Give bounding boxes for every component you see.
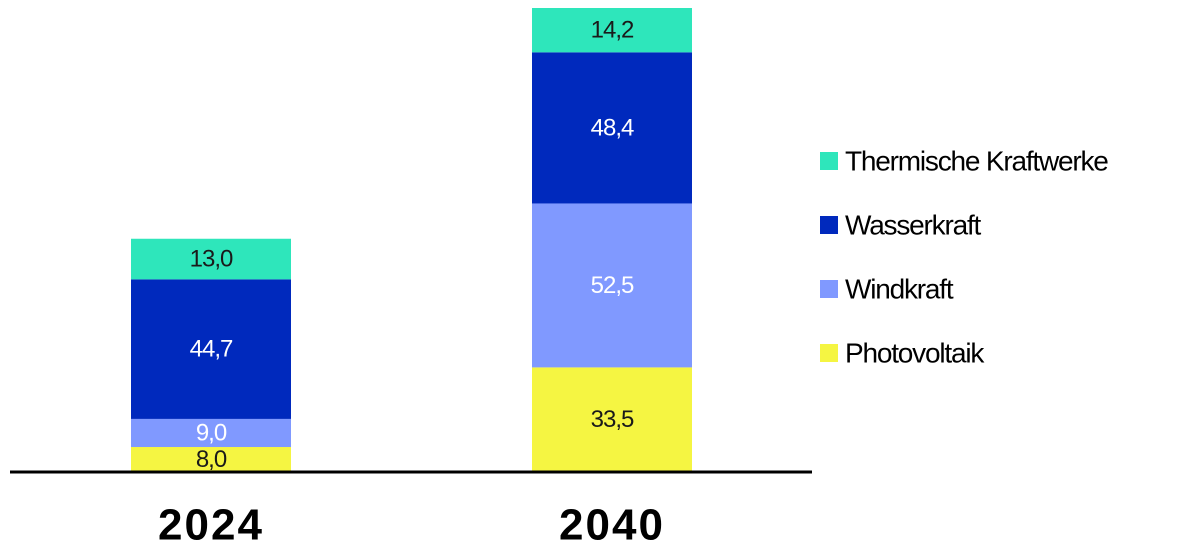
- bar-segment-thermische-kraftwerke-2040: [532, 8, 692, 53]
- bar-segment-photovoltaik-2024: [131, 447, 291, 472]
- bar-segment-windkraft-2040: [532, 203, 692, 368]
- data-label-windkraft-2040: 52,5: [591, 272, 634, 299]
- legend-item-thermische-kraftwerke: Thermische Kraftwerke: [820, 146, 1109, 177]
- data-label-wasserkraft-2040: 48,4: [591, 114, 634, 141]
- legend-item-photovoltaik: Photovoltaik: [820, 338, 987, 369]
- legend-item-windkraft: Windkraft: [820, 274, 955, 305]
- legend-swatch-thermische-kraftwerke: [820, 152, 838, 170]
- data-label-wasserkraft-2024: 44,7: [190, 336, 233, 363]
- bars-layer: [131, 8, 692, 472]
- bar-segment-wasserkraft-2040: [532, 52, 692, 204]
- legend-swatch-wasserkraft: [820, 216, 838, 234]
- legend-item-wasserkraft: Wasserkraft: [820, 210, 983, 241]
- legend: Thermische Kraftwerke Wasserkraft Windkraf…: [820, 146, 1109, 369]
- data-label-thermische-kraftwerke-2024: 13,0: [190, 246, 233, 273]
- x-tick-labels-layer: 2024 2040: [158, 501, 665, 550]
- legend-swatch-photovoltaik: [820, 344, 838, 362]
- legend-label-wasserkraft: Wasserkraft: [845, 210, 982, 241]
- data-label-thermische-kraftwerke-2040: 14,2: [591, 17, 634, 44]
- legend-label-photovoltaik: Photovoltaik: [845, 338, 985, 369]
- bar-segment-wasserkraft-2024: [131, 279, 291, 419]
- data-label-windkraft-2024: 9,0: [196, 419, 227, 446]
- x-tick-label-2024: 2024: [158, 501, 264, 549]
- legend-swatch-windkraft: [820, 280, 838, 298]
- bar-segment-thermische-kraftwerke-2024: [131, 238, 291, 280]
- value-labels-layer: 8,09,0 44,7 13,0 33,5 52,5 48,4 14,2: [190, 17, 635, 473]
- data-label-photovoltaik-2040: 33,5: [591, 406, 634, 433]
- legend-label-windkraft: Windkraft: [845, 274, 954, 305]
- bar-segment-photovoltaik-2040: [532, 367, 692, 472]
- legend-label-thermische-kraftwerke: Thermische Kraftwerke: [845, 146, 1108, 177]
- x-tick-label-2040: 2040: [559, 501, 665, 549]
- bar-segment-windkraft-2024: [131, 418, 291, 448]
- data-label-photovoltaik-2024: 8,0: [196, 446, 227, 473]
